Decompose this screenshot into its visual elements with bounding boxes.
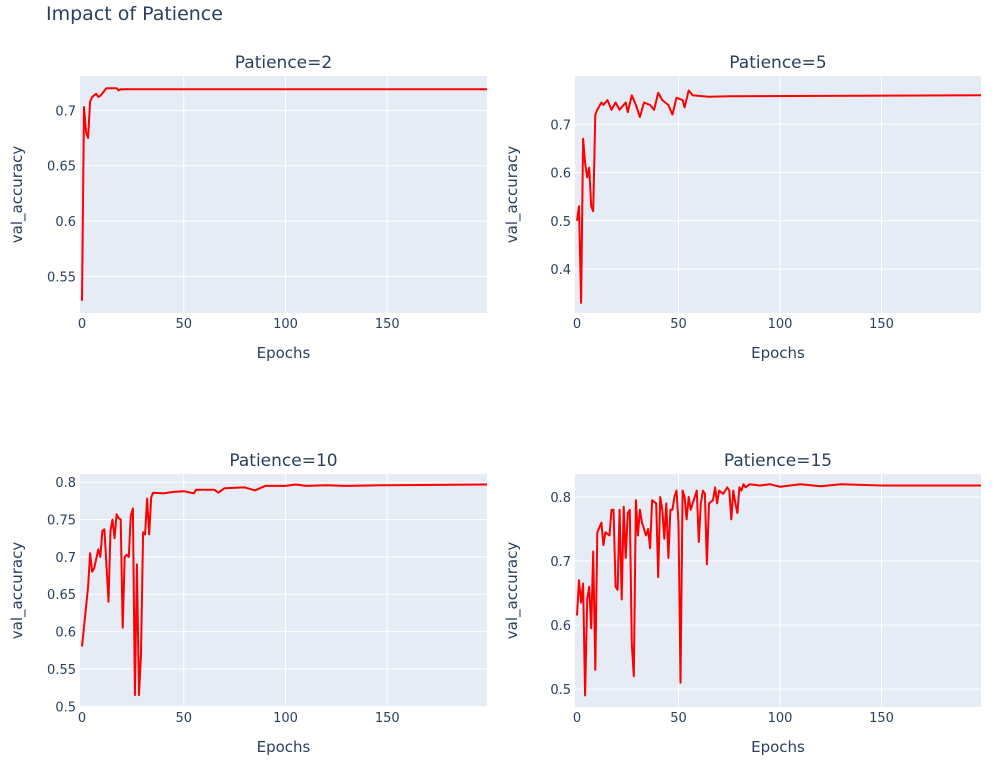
x-tick-label: 50	[175, 317, 192, 332]
subplot-2: 0 50 100 150 0.4 0.5 0.6 0.7 Patience=5 Epochs val…	[503, 53, 982, 362]
y-axis-label: val_accuracy	[8, 542, 27, 640]
y-tick-label: 0.7	[55, 104, 76, 119]
y-tick-label: 0.65	[47, 588, 76, 603]
x-tick-label: 50	[670, 317, 687, 332]
x-tick-label: 50	[670, 711, 687, 726]
series-line	[81, 483, 488, 697]
y-tick-label: 0.6	[55, 215, 76, 230]
x-tick-label: 0	[573, 711, 581, 726]
x-tick-label: 0	[78, 317, 86, 332]
y-tick-label: 0.5	[550, 683, 571, 698]
y-tick-label: 0.8	[550, 491, 571, 506]
y-tick-label: 0.5	[550, 215, 571, 230]
x-tick-label: 150	[375, 317, 400, 332]
series-line	[81, 87, 487, 301]
series-line	[576, 483, 981, 697]
y-axis-label: val_accuracy	[503, 146, 522, 244]
x-tick-label: 100	[768, 317, 793, 332]
subplot-title: Patience=15	[724, 451, 832, 471]
x-axis-label: Epochs	[751, 344, 805, 362]
x-tick-label: 0	[573, 317, 581, 332]
plot-area	[80, 76, 487, 313]
x-axis-label: Epochs	[257, 738, 311, 756]
y-tick-label: 0.7	[55, 551, 76, 566]
subplot-1: 0 50 100 150 0.55 0.6 0.65 0.7 Patience=2 Epochs v…	[8, 53, 487, 362]
y-tick-label: 0.7	[550, 555, 571, 570]
subplot-title: Patience=2	[235, 53, 332, 73]
plot-area	[575, 76, 981, 313]
x-tick-label: 150	[869, 317, 894, 332]
x-tick-label: 50	[175, 711, 192, 726]
subplot-4: 0 50 100 150 0.5 0.6 0.7 0.8 Patience=15 Epochs va…	[503, 451, 981, 756]
subplot-title: Patience=10	[229, 451, 337, 471]
y-tick-label: 0.65	[47, 160, 76, 175]
x-axis-label: Epochs	[751, 738, 805, 756]
x-tick-label: 150	[869, 711, 894, 726]
y-tick-label: 0.6	[550, 167, 571, 182]
y-tick-label: 0.6	[550, 619, 571, 634]
plot-area	[575, 474, 981, 707]
y-tick-label: 0.8	[55, 476, 76, 491]
x-tick-label: 100	[273, 317, 298, 332]
y-tick-label: 0.55	[47, 663, 76, 678]
y-tick-label: 0.75	[47, 514, 76, 529]
x-tick-label: 150	[375, 711, 400, 726]
series-line	[576, 89, 982, 304]
y-tick-label: 0.55	[47, 270, 76, 285]
figure-title: Impact of Patience	[46, 3, 223, 25]
subplot-3: 0 50 100 150 0.5 0.55 0.6 0.65 0.7 0.75 0.8 Patienc…	[8, 451, 488, 756]
y-tick-label: 0.4	[550, 263, 571, 278]
x-axis-label: Epochs	[257, 344, 311, 362]
y-tick-label: 0.5	[55, 700, 76, 715]
y-tick-label: 0.7	[550, 118, 571, 133]
x-tick-label: 0	[78, 711, 86, 726]
y-tick-label: 0.6	[55, 626, 76, 641]
x-tick-label: 100	[768, 711, 793, 726]
subplot-title: Patience=5	[729, 53, 826, 73]
y-axis-label: val_accuracy	[8, 146, 27, 244]
y-axis-label: val_accuracy	[503, 542, 522, 640]
x-tick-label: 100	[273, 711, 298, 726]
